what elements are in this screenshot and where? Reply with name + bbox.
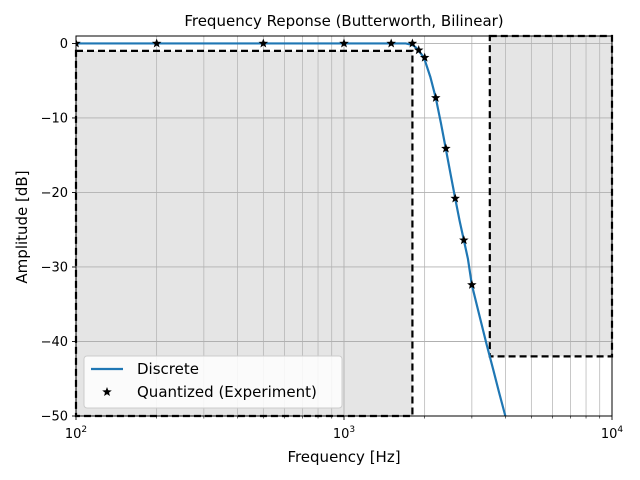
quantized-marker bbox=[413, 45, 424, 55]
quantized-marker bbox=[459, 235, 469, 245]
y-tick-label: −50 bbox=[41, 410, 68, 425]
quantized-marker bbox=[419, 52, 430, 62]
x-tick-label: 102 bbox=[65, 425, 87, 442]
x-axis-label: Frequency [Hz] bbox=[287, 448, 400, 466]
spec-region-2 bbox=[489, 36, 612, 357]
y-tick-label: −20 bbox=[41, 186, 68, 201]
quantized-marker bbox=[151, 38, 162, 48]
quantized-marker bbox=[450, 193, 460, 203]
legend-box bbox=[83, 355, 343, 409]
legend-swatch-quantized bbox=[102, 387, 112, 397]
quantized-marker bbox=[407, 38, 418, 48]
quantized-marker bbox=[339, 38, 349, 48]
x-tick-label: 103 bbox=[333, 425, 355, 442]
quantized-marker bbox=[441, 143, 451, 153]
y-axis-label: Amplitude [dB] bbox=[13, 170, 31, 283]
quantized-marker bbox=[431, 92, 441, 102]
legend: Discrete Quantized (Experiment) bbox=[83, 355, 343, 409]
legend-label-discrete: Discrete bbox=[137, 360, 199, 378]
series-group bbox=[76, 38, 507, 416]
quantized-marker bbox=[467, 279, 477, 289]
y-tick-label: −30 bbox=[41, 260, 68, 275]
y-tick-label: −40 bbox=[41, 335, 68, 350]
quantized-marker bbox=[386, 38, 396, 48]
plot-area: 102 103 104 0 −10 −20 −30 −40 −50 Discrete Quantiz… bbox=[41, 34, 624, 442]
spec-region-1 bbox=[76, 50, 413, 416]
x-tick-label: 104 bbox=[601, 425, 624, 442]
y-tick-label: −10 bbox=[41, 111, 68, 126]
quantized-marker bbox=[258, 38, 269, 48]
chart-title: Frequency Reponse (Butterworth, Bilinear… bbox=[184, 12, 503, 30]
legend-label-quantized: Quantized (Experiment) bbox=[137, 383, 317, 401]
y-tick-label: 0 bbox=[60, 37, 68, 52]
quantized-marker bbox=[76, 38, 81, 48]
